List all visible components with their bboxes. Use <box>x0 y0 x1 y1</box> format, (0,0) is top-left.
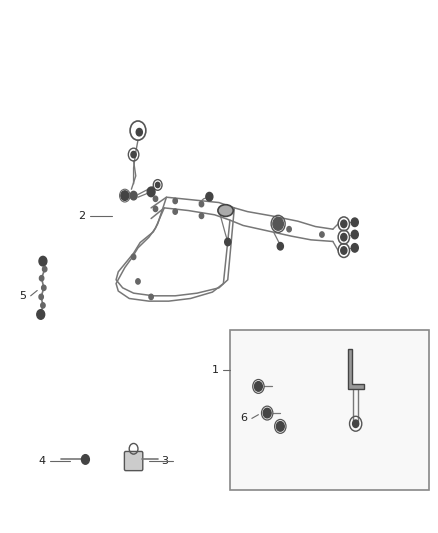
Circle shape <box>320 232 324 237</box>
Circle shape <box>351 218 358 227</box>
Circle shape <box>199 213 204 219</box>
Circle shape <box>287 227 291 232</box>
FancyBboxPatch shape <box>124 451 143 471</box>
Circle shape <box>273 217 283 230</box>
Circle shape <box>276 422 284 431</box>
Circle shape <box>263 408 271 418</box>
Circle shape <box>130 191 137 200</box>
Text: 5: 5 <box>19 291 26 301</box>
Circle shape <box>351 230 358 239</box>
Circle shape <box>41 303 45 308</box>
Circle shape <box>353 420 359 427</box>
Circle shape <box>341 247 347 254</box>
Circle shape <box>225 238 231 246</box>
Circle shape <box>149 294 153 300</box>
Circle shape <box>277 243 283 250</box>
Circle shape <box>121 191 129 200</box>
Polygon shape <box>348 349 364 389</box>
Circle shape <box>341 220 347 228</box>
Circle shape <box>42 285 46 290</box>
Text: 2: 2 <box>78 211 85 221</box>
Circle shape <box>147 187 155 197</box>
Circle shape <box>131 151 136 158</box>
Circle shape <box>39 294 43 300</box>
Circle shape <box>39 256 47 266</box>
Circle shape <box>39 276 44 281</box>
Text: 4: 4 <box>39 456 46 466</box>
Circle shape <box>341 233 347 241</box>
Circle shape <box>153 206 158 212</box>
Ellipse shape <box>218 205 233 216</box>
Circle shape <box>136 279 140 284</box>
Circle shape <box>206 192 213 201</box>
Circle shape <box>254 382 262 391</box>
Circle shape <box>199 201 204 207</box>
Text: 6: 6 <box>240 414 247 423</box>
Bar <box>230 330 429 490</box>
Circle shape <box>136 128 142 136</box>
Circle shape <box>155 182 160 188</box>
Circle shape <box>42 266 47 272</box>
Text: 3: 3 <box>162 456 169 466</box>
Circle shape <box>81 455 89 464</box>
Text: 1: 1 <box>212 366 219 375</box>
Circle shape <box>173 209 177 214</box>
Circle shape <box>37 310 45 319</box>
Circle shape <box>131 254 136 260</box>
Circle shape <box>351 244 358 252</box>
Circle shape <box>173 198 177 204</box>
Circle shape <box>153 196 158 201</box>
